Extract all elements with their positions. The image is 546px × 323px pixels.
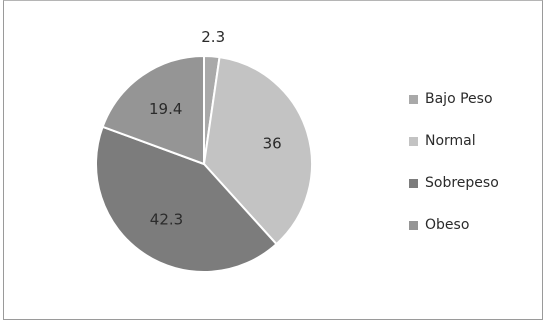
data-label-bajo-peso: 2.3 [201, 28, 225, 46]
legend-swatch-normal [409, 136, 418, 146]
legend-label-sobrepeso: Sobrepeso [425, 175, 499, 191]
legend-label-normal: Normal [425, 133, 476, 149]
pie-slice-sobrepeso [95, 125, 278, 273]
legend-item-normal: Normal [409, 132, 539, 150]
pie-slice-normal [202, 55, 313, 246]
legend-label-bajo-peso: Bajo Peso [425, 91, 493, 107]
data-label-normal: 36 [263, 134, 282, 152]
legend-item-sobrepeso: Sobrepeso [409, 174, 539, 192]
legend-label-obeso: Obeso [425, 217, 470, 233]
legend-item-bajo-peso: Bajo Peso [409, 90, 539, 108]
legend-swatch-obeso [409, 220, 418, 230]
chart-legend: Bajo Peso Normal Sobrepeso Obeso [409, 90, 539, 258]
data-label-obeso: 19.4 [149, 100, 182, 118]
legend-swatch-sobrepeso [409, 178, 418, 188]
legend-swatch-bajo-peso [409, 94, 418, 104]
pie-slice-obeso [101, 54, 205, 166]
legend-item-obeso: Obeso [409, 216, 539, 234]
data-label-sobrepeso: 42.3 [150, 211, 183, 229]
